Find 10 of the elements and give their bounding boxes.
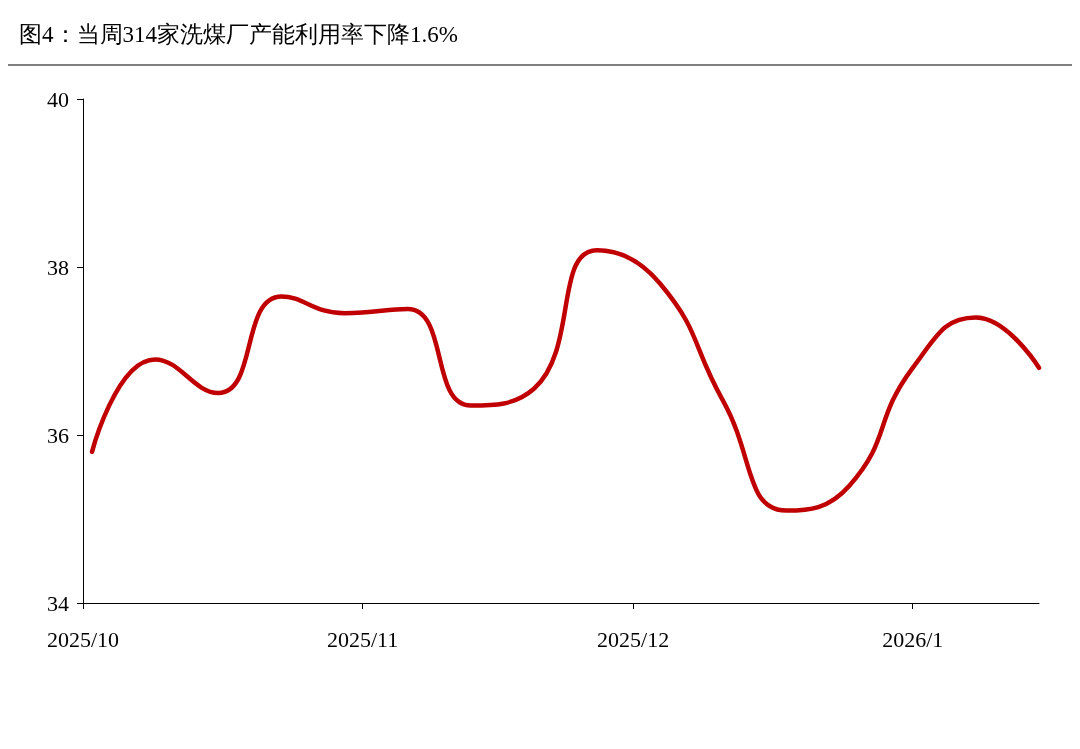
x-tick-label: 2025/11 <box>326 626 399 652</box>
y-tick-label: 34 <box>47 590 69 616</box>
y-tick-label: 40 <box>47 86 69 112</box>
x-tick-label: 2025/10 <box>46 626 120 652</box>
x-tick-label: 2026/1 <box>882 626 944 652</box>
chart-title: 图4：当周314家洗煤厂产能利用率下降1.6% <box>19 22 458 47</box>
y-tick-label: 36 <box>47 422 69 448</box>
x-tick-label: 2025/12 <box>597 626 670 652</box>
line-series <box>89 247 1042 513</box>
y-tick-label: 38 <box>47 254 69 280</box>
